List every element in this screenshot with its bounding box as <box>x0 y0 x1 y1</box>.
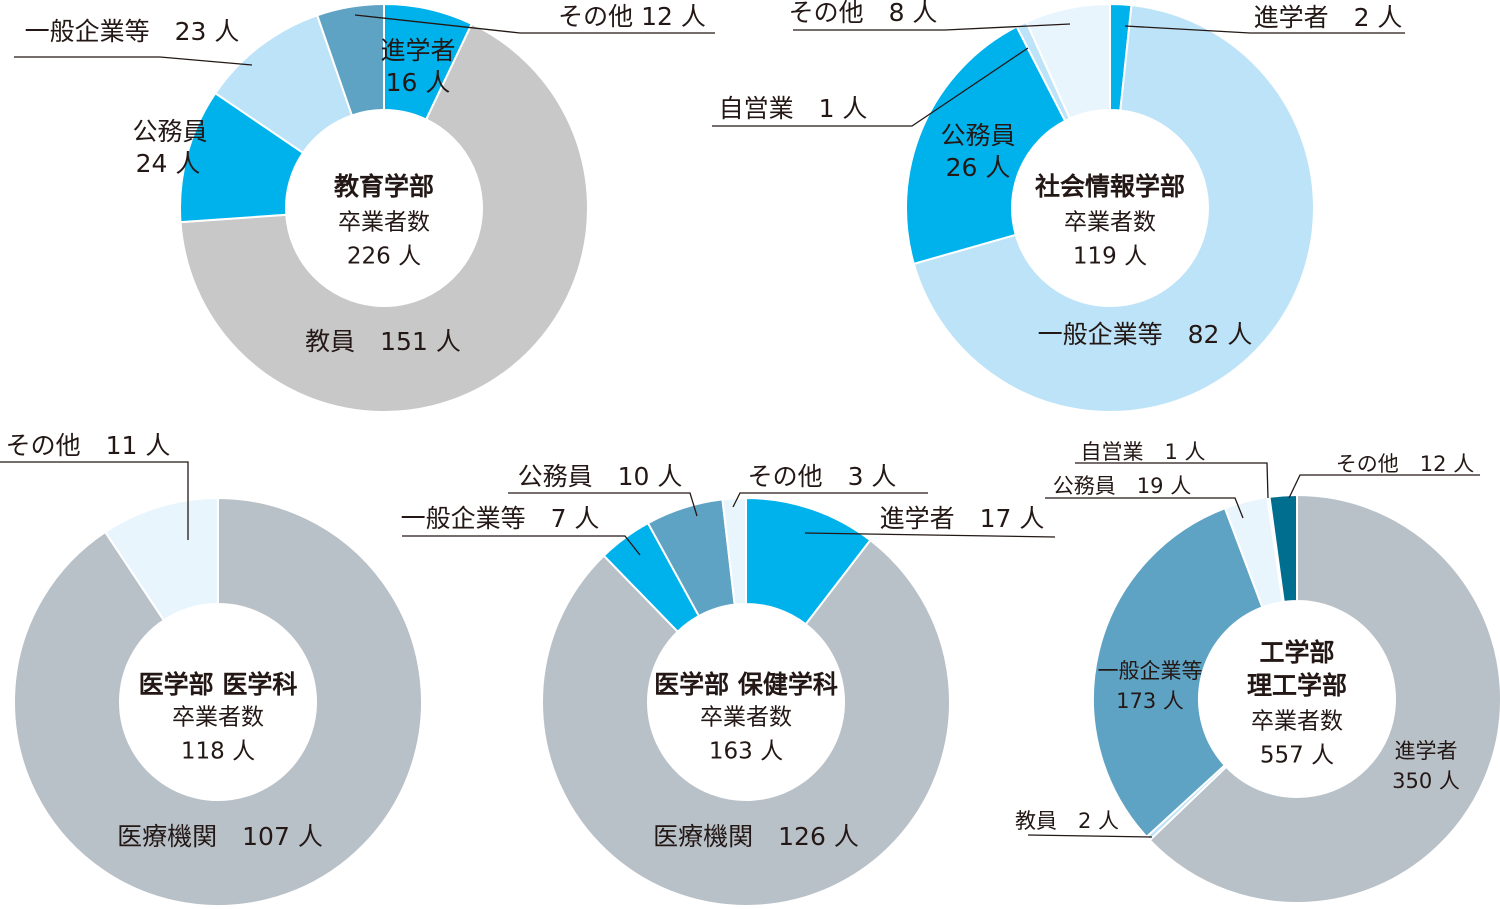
chart-subtitle: 卒業者数 <box>1251 709 1343 735</box>
slice-label-4: 自営業 1 人 <box>719 94 868 123</box>
chart-subtitle: 卒業者数 <box>338 210 430 236</box>
slice-5 <box>1025 2 1111 120</box>
slice-label-3: 26 人 <box>946 153 1011 182</box>
slice-label-3: 一般企業等 7 人 <box>401 504 600 533</box>
slice-label-2: 教員 2 人 <box>1015 809 1119 833</box>
slice-3 <box>905 25 1067 266</box>
slice-label-1: 進学者 <box>1395 739 1458 763</box>
slice-1 <box>1148 493 1500 904</box>
chart-title: 工学部 <box>1259 638 1334 667</box>
slice-label-2: 教員 151 人 <box>305 327 461 356</box>
slice-5 <box>721 496 747 606</box>
slice-label-5: その他 8 人 <box>789 0 938 27</box>
slice-label-1: 進学者 2 人 <box>1254 3 1403 32</box>
slice-label-3: 24 人 <box>136 149 201 178</box>
slice-label-5: その他 3 人 <box>748 462 897 491</box>
slice-label-2: 一般企業等 82 人 <box>1038 320 1253 349</box>
chart-total: 557 人 <box>1260 743 1334 769</box>
leader-line-3 <box>402 535 641 556</box>
chart-total: 119 人 <box>1073 244 1147 270</box>
slice-label-1: 医療機関 107 人 <box>117 822 323 851</box>
slice-1 <box>13 496 423 907</box>
leader-line-5 <box>1075 462 1269 499</box>
leader-line-1 <box>1124 25 1405 34</box>
slice-label-3: 一般企業等 <box>1098 659 1203 683</box>
slice-label-3: 173 人 <box>1116 689 1184 713</box>
leader-line-4 <box>712 47 1029 127</box>
chart-subtitle: 卒業者数 <box>1064 210 1156 236</box>
slice-label-4: 公務員 19 人 <box>1053 474 1191 498</box>
leader-line-4 <box>1045 497 1244 519</box>
donut-chart-5: 進学者 350 人教員 2 人 一般企業等 173 人 公務員 19 人 自営業 1 人そ… <box>1015 440 1500 904</box>
slice-2 <box>179 22 589 413</box>
slice-label-1: 進学者 17 人 <box>880 504 1045 533</box>
chart-title: 理工学部 <box>1247 671 1347 700</box>
chart-title: 社会情報学部 <box>1035 172 1185 201</box>
slice-label-4: 一般企業等 23 人 <box>25 17 240 46</box>
leader-line-4 <box>508 492 698 517</box>
chart-total: 118 人 <box>181 739 255 765</box>
slice-label-1: 進学者 <box>380 36 455 65</box>
slice-5 <box>315 2 385 117</box>
slice-2 <box>912 4 1315 413</box>
donut-chart-1: 進学者 16 人教員 151 人 公務員 24 人 一般企業等 23 人 その他 12 人… <box>14 2 715 413</box>
slice-6 <box>1268 493 1298 604</box>
leader-line-5 <box>354 14 715 34</box>
slice-3 <box>1091 506 1264 839</box>
slice-label-4: 公務員 10 人 <box>518 462 683 491</box>
slice-label-2: 医療機関 126 人 <box>653 822 859 851</box>
chart-title: 教育学部 <box>334 172 434 201</box>
slice-label-2: その他 11 人 <box>6 431 171 460</box>
slice-label-3: 公務員 <box>940 121 1015 150</box>
chart-subtitle: 卒業者数 <box>172 705 264 731</box>
chart-title: 医学部 保健学科 <box>654 670 838 699</box>
slice-label-1: 16 人 <box>386 68 451 97</box>
slice-label-6: その他 12 人 <box>1336 452 1474 476</box>
slice-label-1: 350 人 <box>1392 769 1460 793</box>
leader-line-1 <box>804 532 1056 538</box>
chart-total: 226 人 <box>347 244 421 270</box>
leader-line-4 <box>14 56 253 66</box>
chart-total: 163 人 <box>709 739 783 765</box>
slice-2 <box>541 538 951 907</box>
leader-line-5 <box>793 23 1071 31</box>
slice-label-3: 公務員 <box>132 117 207 146</box>
chart-subtitle: 卒業者数 <box>700 705 792 731</box>
chart-title: 医学部 医学科 <box>139 670 298 699</box>
slice-label-5: 自営業 1 人 <box>1080 440 1205 464</box>
leader-line-5 <box>732 492 928 508</box>
leader-line-2 <box>0 461 189 540</box>
slice-label-5: その他 12 人 <box>558 2 706 31</box>
leader-line-2 <box>1027 834 1153 838</box>
slice-2 <box>103 496 219 622</box>
leader-line-6 <box>1288 474 1480 499</box>
